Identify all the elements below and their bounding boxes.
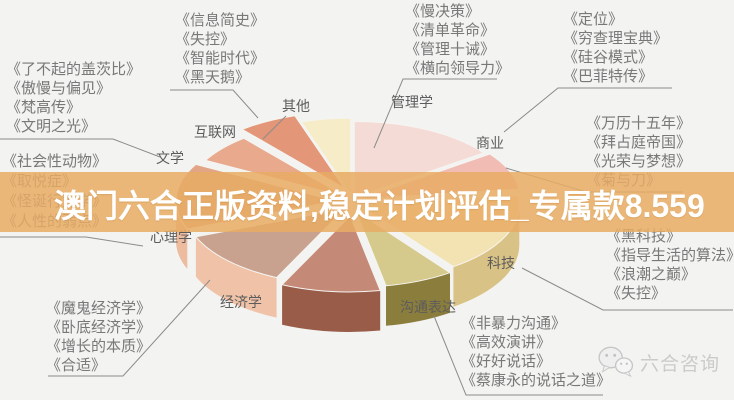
book-title: 《增长的本质》 — [46, 338, 152, 355]
pie-label-文学: 文学 — [156, 150, 184, 166]
pie-label-管理学: 管理学 — [391, 94, 433, 110]
book-group-沟通表达: 《非暴力沟通》 《高效演讲》 《好好说话》《蔡康永的说话之道》 — [461, 314, 611, 390]
book-title: 《高效演讲》 — [461, 334, 552, 351]
book-title: 《非暴力沟通》 — [461, 315, 567, 332]
book-title: 《光荣与梦想》 — [586, 153, 692, 170]
book-title: 《合适》 — [46, 357, 107, 374]
book-title: 《卧底经济学》 — [46, 319, 152, 336]
pie-label-商业: 商业 — [476, 135, 504, 151]
book-title: 《万历十五年》 — [586, 115, 692, 132]
pie-slice-side-3 — [386, 272, 450, 326]
callout-other — [262, 115, 287, 140]
book-title: 《清单革命》 — [405, 22, 496, 39]
callout-communication — [433, 315, 603, 396]
callout-psychology — [0, 236, 144, 247]
book-title: 《蔡康永的说话之道》 — [461, 372, 612, 389]
book-title: 《硅谷模式》 — [563, 49, 654, 66]
pie-label-心理学: 心理学 — [150, 229, 192, 245]
book-title: 《智能时代》 — [175, 50, 266, 67]
pie-slice-side-2 — [453, 205, 520, 307]
book-title: 《失控》 — [175, 31, 236, 48]
book-title: 《定位》 — [563, 11, 624, 28]
book-title: 《梵高传》 — [6, 99, 82, 116]
book-title: 《失控》 — [606, 285, 667, 302]
pie-slice-side-5 — [195, 236, 277, 318]
book-group-互联网: 《信息简史》 《失控》《智能时代》 《黑天鹅》 — [175, 11, 265, 87]
pie-slice-沟通表达 — [281, 215, 381, 293]
pie-label-科技: 科技 — [487, 255, 515, 271]
book-title: 《好好说话》 — [461, 353, 552, 370]
callout-internet — [170, 89, 259, 119]
book-title: 《信息简史》 — [175, 12, 266, 29]
pie-slice-side-4 — [282, 284, 381, 332]
logo-text: 六合咨询 — [640, 353, 721, 375]
book-title: 《黑科技》 — [606, 228, 682, 245]
book-group-科技: 《黑科技》《指导生活的算法》 《浪潮之巅》 《失控》 — [606, 227, 734, 303]
book-title: 《管理十诫》 — [405, 41, 496, 58]
book-title: 《拜占庭帝国》 — [586, 134, 692, 151]
pie-side-walls — [176, 201, 520, 332]
book-title: 《文明之光》 — [6, 118, 97, 135]
book-title: 《黑天鹅》 — [175, 69, 251, 86]
book-title: 《魔鬼经济学》 — [46, 300, 152, 317]
pie-label-互联网: 互联网 — [194, 124, 236, 140]
pie-label-沟通表达: 沟通表达 — [400, 299, 456, 315]
consultancy-logo: 六合咨询 — [598, 346, 720, 378]
book-title: 《巴菲特传》 — [563, 68, 654, 85]
callout-business — [503, 87, 672, 133]
book-group-经济学: 《魔鬼经济学》 《卧底经济学》 《增长的本质》 《合适》 — [46, 299, 151, 375]
book-group-管理学: 《慢决策》《清单革命》 《管理十诫》 《横向领导力》 — [405, 2, 510, 78]
pie-label-其他: 其他 — [282, 98, 310, 114]
callout-management — [373, 78, 497, 149]
callout-literature — [0, 138, 161, 158]
book-group-商业: 《定位》《穷查理宝典》 《硅谷模式》 《巴菲特传》 — [563, 10, 668, 86]
book-title: 《横向领导力》 — [405, 60, 511, 77]
book-title: 《傲慢与偏见》 — [6, 80, 112, 97]
callout-technology — [521, 267, 733, 311]
book-title: 《浪潮之巅》 — [606, 266, 697, 283]
book-title: 《社会性动物》 — [2, 153, 108, 170]
book-group-文学: 《了不起的盖茨比》 《傲慢与偏见》 《梵高传》《文明之光》 — [6, 60, 141, 136]
book-title: 《穷查理宝典》 — [563, 30, 669, 47]
watermark-band — [0, 172, 734, 232]
book-title: 《指导生活的算法》 — [606, 247, 734, 264]
book-title: 《了不起的盖茨比》 — [6, 61, 142, 78]
pie-label-经济学: 经济学 — [220, 294, 262, 310]
callout-economics — [48, 279, 211, 377]
book-title: 《慢决策》 — [405, 3, 481, 20]
watermark-text: 澳门六合正版资料,稳定计划评估_专属款8.559 — [54, 188, 705, 224]
wechat-icon — [598, 346, 634, 378]
